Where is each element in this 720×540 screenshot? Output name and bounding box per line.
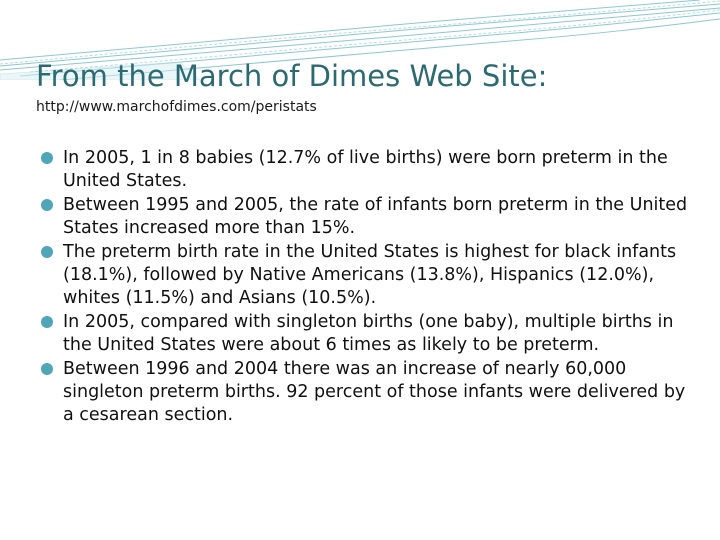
bullet-dot-icon bbox=[41, 362, 53, 375]
bullet-dot-icon bbox=[41, 245, 53, 258]
bullet-item: Between 1996 and 2004 there was an incre… bbox=[40, 358, 700, 428]
bullet-text: Between 1996 and 2004 there was an incre… bbox=[63, 358, 686, 426]
slide-title: From the March of Dimes Web Site: bbox=[36, 59, 548, 93]
bullet-item: In 2005, 1 in 8 babies (12.7% of live bi… bbox=[40, 147, 700, 194]
bullet-item: In 2005, compared with singleton births … bbox=[40, 311, 700, 358]
bullet-text: Between 1995 and 2005, the rate of infan… bbox=[63, 194, 688, 239]
bullet-dot-icon bbox=[41, 198, 53, 211]
bullet-item: Between 1995 and 2005, the rate of infan… bbox=[40, 194, 700, 241]
bullet-item: The preterm birth rate in the United Sta… bbox=[40, 241, 700, 311]
source-url: http://www.marchofdimes.com/peristats bbox=[36, 99, 317, 115]
bullet-list: In 2005, 1 in 8 babies (12.7% of live bi… bbox=[40, 147, 700, 428]
bullet-text: The preterm birth rate in the United Sta… bbox=[63, 241, 677, 309]
bullet-dot-icon bbox=[41, 152, 53, 164]
bullet-text: In 2005, 1 in 8 babies (12.7% of live bi… bbox=[63, 148, 668, 192]
bullet-text: In 2005, compared with singleton births … bbox=[63, 311, 674, 356]
decorative-wave-lines bbox=[0, 0, 720, 80]
bullet-dot-icon bbox=[41, 315, 53, 328]
